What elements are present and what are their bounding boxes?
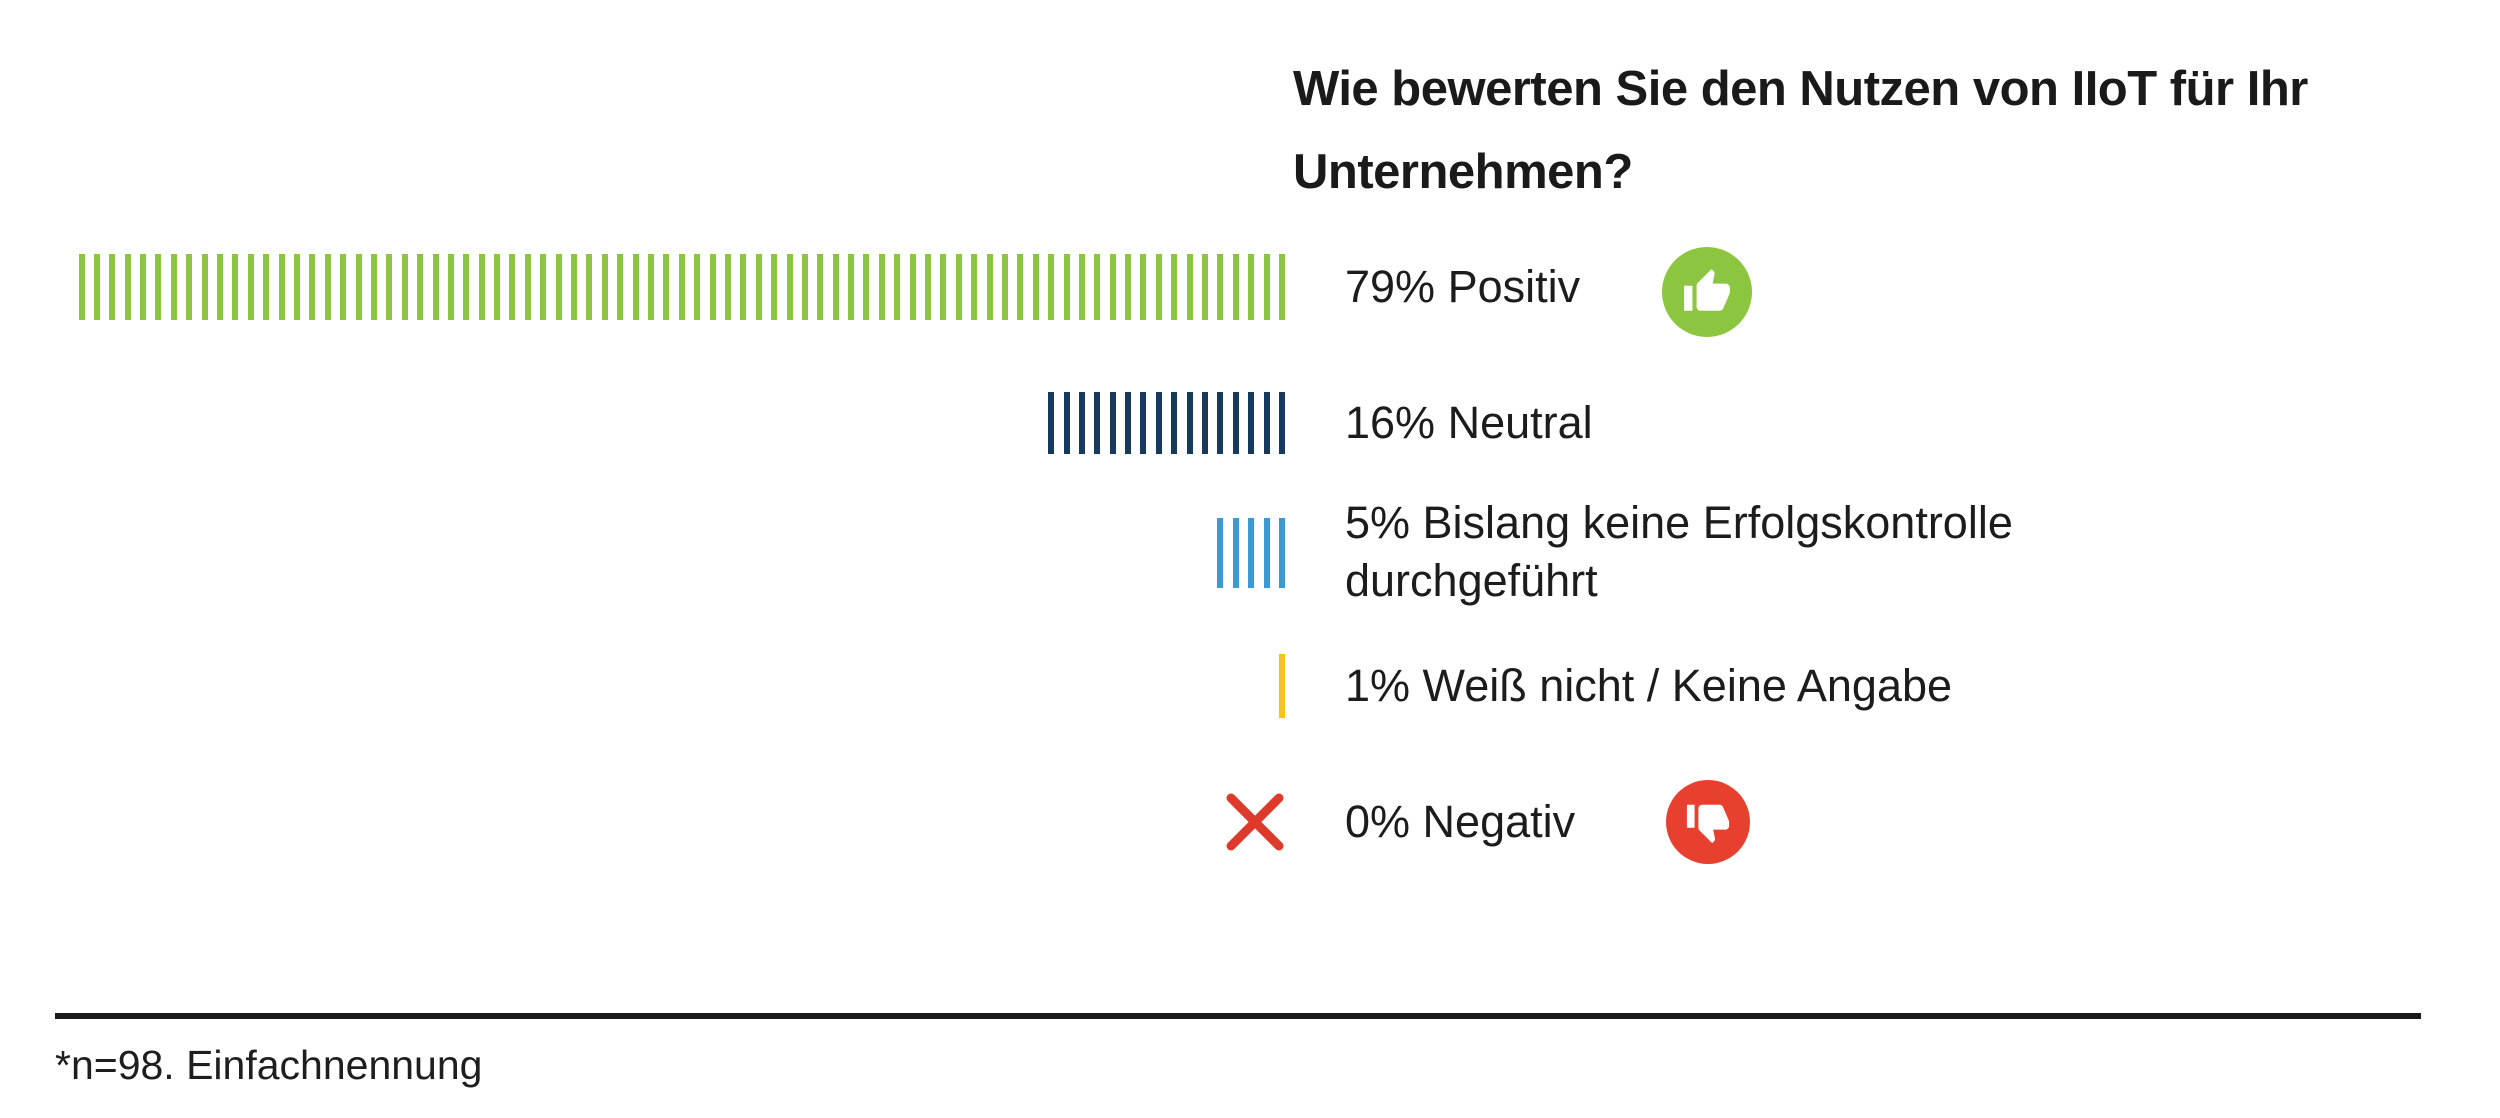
tally-bars-neutral [0, 392, 1285, 454]
footer-divider [55, 1013, 2421, 1019]
footnote: *n=98. Einfachnennung [55, 1042, 483, 1088]
tally-bars-weiss-nicht [0, 654, 1285, 718]
label-weiss-nicht: 1% Weiß nicht / Keine Angabe [1345, 660, 1953, 711]
thumbs-down-icon [1666, 780, 1750, 864]
tally-bars-positiv [0, 254, 1285, 320]
label-neutral: 16% Neutral [1345, 397, 1593, 448]
thumbs-up-icon [1662, 247, 1752, 337]
chart-title: Wie bewerten Sie den Nutzen von IIoT für… [1293, 62, 2308, 199]
tally-bars-keine-erfolgskontrolle [0, 518, 1285, 588]
label-negativ: 0% Negativ [1345, 796, 1576, 847]
label-keine-erfolgskontrolle: 5% Bislang keine Erfolgskontrolle durchg… [1345, 497, 2013, 606]
x-mark-icon [1222, 789, 1288, 855]
label-positiv: 79% Positiv [1345, 261, 1581, 312]
